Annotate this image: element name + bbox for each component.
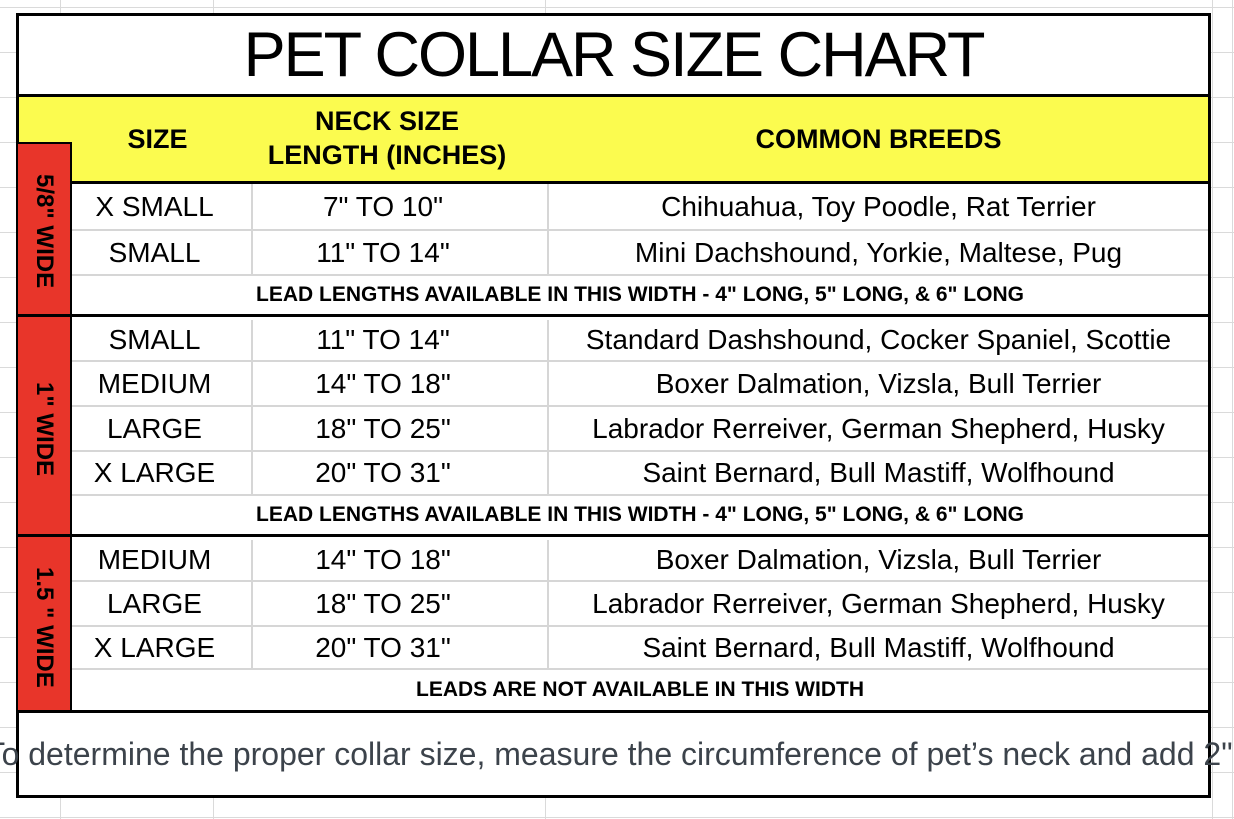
- header-row: SIZE NECK SIZE LENGTH (INCHES) COMMON BR…: [19, 97, 1208, 181]
- cell-neck[interactable]: 11" TO 14": [253, 320, 549, 362]
- measurement-instruction-note[interactable]: To determine the proper collar size, mea…: [0, 735, 1234, 772]
- section-separator-rule: [16, 314, 1211, 317]
- cell-neck[interactable]: 14" TO 18": [253, 362, 549, 407]
- header-breeds-cell[interactable]: COMMON BREEDS: [755, 123, 1002, 154]
- band-slot: 5/8" WIDE: [18, 144, 70, 319]
- cell-breeds[interactable]: Boxer Dalmation, Vizsla, Bull Terrier: [549, 540, 1208, 582]
- cell-breeds[interactable]: Mini Dachshound, Yorkie, Maltese, Pug: [549, 231, 1208, 276]
- cell-size[interactable]: X LARGE: [72, 627, 253, 670]
- cell-neck[interactable]: 7" TO 10": [253, 184, 549, 231]
- cell-neck[interactable]: 20" TO 31": [253, 452, 549, 496]
- width-band[interactable]: 5/8" WIDE 1" WIDE 1.5 " WIDE: [16, 142, 72, 713]
- cell-size[interactable]: LARGE: [72, 582, 253, 627]
- header-neck-line1: NECK SIZE: [314, 106, 460, 137]
- section-separator-rule: [16, 534, 1211, 537]
- header-neck-line2: LENGTH (INCHES): [267, 140, 507, 170]
- cell-neck[interactable]: 18" TO 25": [253, 582, 549, 627]
- cell-size[interactable]: X LARGE: [72, 452, 253, 496]
- cell-size[interactable]: SMALL: [72, 231, 253, 276]
- band-label-5-8-wide: 5/8" WIDE: [31, 174, 58, 289]
- header-size-cell[interactable]: SIZE: [127, 123, 188, 154]
- title-bottom-rule: [16, 94, 1211, 97]
- cell-breeds[interactable]: Labrador Rerreiver, German Shepherd, Hus…: [549, 582, 1208, 627]
- cell-size[interactable]: LARGE: [72, 407, 253, 452]
- band-slot: 1" WIDE: [18, 319, 70, 539]
- cell-breeds[interactable]: Chihuahua, Toy Poodle, Rat Terrier: [549, 184, 1208, 231]
- cell-breeds[interactable]: Saint Bernard, Bull Mastiff, Wolfhound: [549, 627, 1208, 670]
- lead-availability-note[interactable]: LEAD LENGTHS AVAILABLE IN THIS WIDTH - 4…: [256, 503, 1024, 526]
- cell-breeds[interactable]: Boxer Dalmation, Vizsla, Bull Terrier: [549, 362, 1208, 407]
- cell-breeds[interactable]: Standard Dashshound, Cocker Spaniel, Sco…: [549, 320, 1208, 362]
- header-bottom-rule: [72, 181, 1211, 184]
- cell-size[interactable]: MEDIUM: [72, 540, 253, 582]
- cell-size[interactable]: MEDIUM: [72, 362, 253, 407]
- section-1-5-wide: MEDIUM 14" TO 18" Boxer Dalmation, Vizsl…: [19, 540, 1208, 710]
- page-title[interactable]: PET COLLAR SIZE CHART: [243, 20, 986, 90]
- footer-top-rule: [16, 710, 1211, 713]
- cell-breeds[interactable]: Labrador Rerreiver, German Shepherd, Hus…: [549, 407, 1208, 452]
- cell-neck[interactable]: 14" TO 18": [253, 540, 549, 582]
- background-column-gridline: [1232, 0, 1233, 819]
- cell-neck[interactable]: 11" TO 14": [253, 231, 549, 276]
- band-label-1-5-wide: 1.5 " WIDE: [31, 566, 58, 688]
- section-1-wide: SMALL 11" TO 14" Standard Dashshound, Co…: [19, 320, 1208, 534]
- band-label-1-wide: 1" WIDE: [31, 381, 58, 477]
- section-5-8-wide: X SMALL 7" TO 10" Chihuahua, Toy Poodle,…: [19, 184, 1208, 314]
- band-slot: 1.5 " WIDE: [18, 539, 70, 715]
- cell-size[interactable]: SMALL: [72, 320, 253, 362]
- lead-availability-note[interactable]: LEADS ARE NOT AVAILABLE IN THIS WIDTH: [416, 678, 864, 701]
- background-column-gridline: [1212, 0, 1213, 819]
- cell-breeds[interactable]: Saint Bernard, Bull Mastiff, Wolfhound: [549, 452, 1208, 496]
- cell-size[interactable]: X SMALL: [72, 184, 253, 231]
- header-neck-cell[interactable]: NECK SIZE LENGTH (INCHES): [253, 97, 549, 181]
- lead-availability-note[interactable]: LEAD LENGTHS AVAILABLE IN THIS WIDTH - 4…: [256, 283, 1024, 306]
- cell-neck[interactable]: 18" TO 25": [253, 407, 549, 452]
- cell-neck[interactable]: 20" TO 31": [253, 627, 549, 670]
